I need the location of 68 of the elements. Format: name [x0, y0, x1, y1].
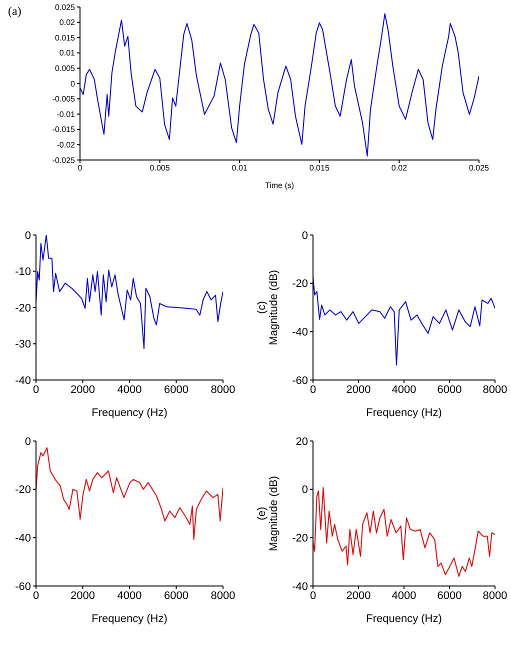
x-tick-label: 8000 [210, 590, 236, 602]
x-tick-label: 8000 [482, 590, 508, 602]
x-axis-title: Frequency (Hz) [366, 407, 442, 419]
x-tick-label: 0 [32, 590, 40, 602]
x-axis-title: Frequency (Hz) [92, 407, 168, 419]
y-tick-label: 0.005 [54, 64, 76, 74]
x-tick-label: 6000 [437, 590, 462, 602]
line-series [80, 13, 479, 157]
y-tick-label: -20 [292, 278, 308, 290]
x-tick-label: 4000 [392, 384, 416, 396]
x-tick-label: 2000 [70, 590, 95, 602]
x-tick-label: 0 [78, 164, 83, 173]
y-tick-label: 20 [296, 436, 308, 448]
y-tick-label: -60 [292, 374, 308, 387]
y-tick-label: 0 [24, 230, 31, 242]
x-tick-label: 0.015 [309, 164, 330, 173]
x-tick-label: 0.01 [232, 164, 248, 173]
x-tick-label: 8000 [482, 384, 508, 396]
x-tick-label: 4000 [392, 590, 416, 602]
y-tick-label: 0 [24, 436, 31, 448]
y-tick-label: -40 [292, 580, 308, 593]
y-tick-label: -40 [15, 532, 31, 545]
x-tick-label: 0.025 [468, 164, 490, 173]
y-tick-label: -60 [15, 580, 31, 593]
x-tick-label: 6000 [437, 384, 462, 396]
x-axis-title: Time (s) [264, 181, 294, 190]
y-tick-label: 0.01 [59, 48, 76, 58]
y-tick-label: -20 [15, 302, 31, 314]
text: (a) [8, 4, 22, 18]
line-series [36, 235, 223, 349]
x-tick-label: 8000 [210, 384, 236, 396]
y-tick-label: 0.015 [54, 33, 76, 42]
y-tick-label: 0 [302, 230, 308, 242]
line-series [313, 487, 495, 577]
x-tick-label: 6000 [164, 590, 188, 602]
x-tick-label: 0.005 [150, 164, 170, 173]
x-tick-label: 0 [32, 384, 40, 396]
x-tick-label: 0.02 [391, 164, 408, 173]
y-tick-label: -30 [15, 338, 31, 351]
y-tick-label: 0.02 [59, 18, 76, 28]
x-axis-title: Frequency (Hz) [92, 613, 168, 625]
x-tick-label: 2000 [70, 384, 95, 396]
y-tick-label: 0 [302, 484, 308, 496]
y-tick-label: -0.005 [52, 94, 76, 104]
y-tick-label: -0.025 [52, 156, 76, 165]
x-tick-label: 2000 [346, 384, 371, 396]
x-tick-label: 2000 [346, 590, 371, 602]
x-tick-label: 4000 [117, 384, 142, 396]
y-tick-label: -0.02 [56, 140, 76, 150]
y-tick-label: -40 [292, 326, 308, 339]
y-tick-label: 0 [70, 79, 76, 88]
x-axis-title: Frequency (Hz) [366, 613, 442, 625]
y-axis-title: Magnitude (dB) [268, 270, 280, 346]
y-tick-label: -0.01 [56, 110, 76, 119]
y-axis-title: Magnitude (dB) [268, 476, 280, 552]
y-tick-label: -10 [15, 266, 31, 278]
x-tick-label: 0 [310, 590, 316, 602]
line-series [36, 447, 223, 540]
y-tick-label: -40 [15, 374, 31, 387]
y-tick-label: 0.025 [54, 2, 76, 12]
x-tick-label: 6000 [164, 384, 188, 396]
x-tick-label: 0 [310, 384, 316, 396]
y-tick-label: -20 [292, 532, 308, 545]
text: (c) [256, 301, 268, 314]
y-tick-label: -0.015 [52, 125, 76, 134]
x-tick-label: 4000 [117, 590, 142, 602]
text: (e) [256, 506, 268, 520]
y-tick-label: -20 [15, 484, 31, 496]
